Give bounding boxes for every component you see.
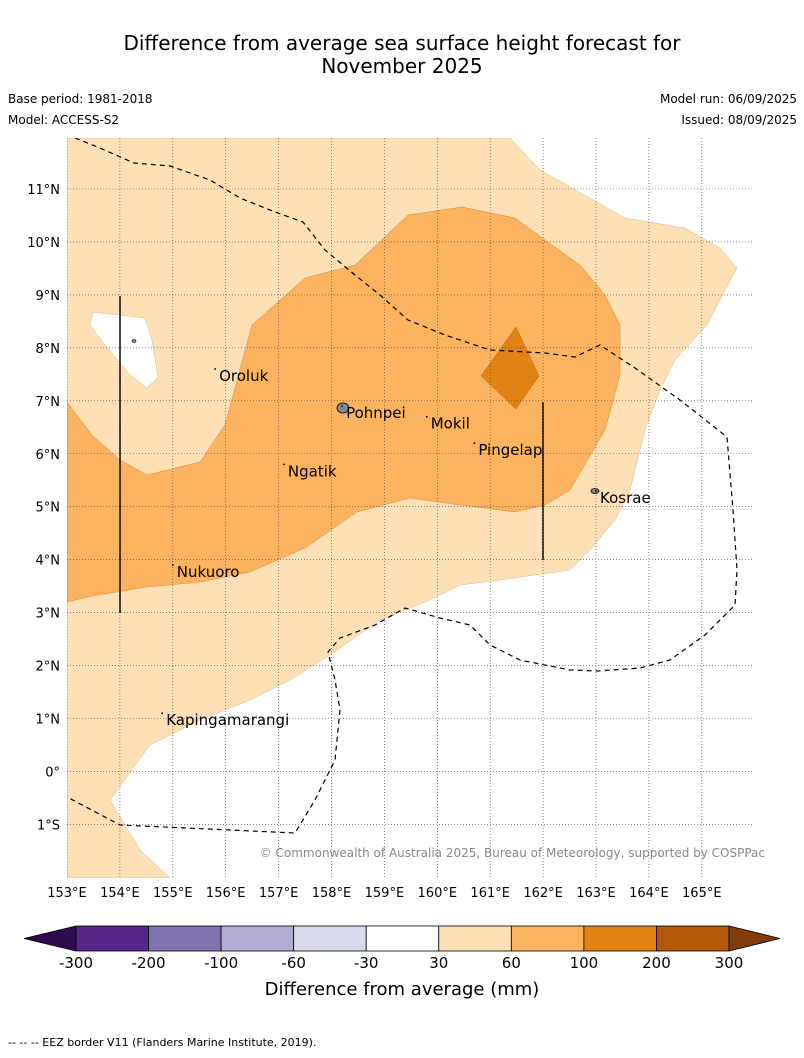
eez-footnote: -- -- -- EEZ border V11 (Flanders Marine… [8,1036,317,1049]
lat-tick-label: 0° [45,765,60,780]
place-label-kosrae: Kosrae [600,489,651,507]
colorbar-segment [220,925,295,952]
grid-lines [67,138,754,878]
title-line-1: Difference from average sea surface heig… [123,31,681,55]
colorbar-tick-label: -300 [59,954,93,972]
kosrae-island [590,488,600,494]
place-label-pohnpei: Pohnpei [346,404,406,422]
place-label-mokil: Mokil [431,415,470,433]
colorbar-tick-label: 60 [502,954,521,972]
copyright-text: © Commonwealth of Australia 2025, Bureau… [260,846,765,860]
colorbar-segment [293,925,367,952]
lat-tick-label: 8°N [36,342,61,357]
place-label-nukuoro: Nukuoro [177,563,240,581]
lon-tick-label: 153°E [47,886,87,901]
lon-tick-label: 161°E [470,886,510,901]
colorbar-tick-label: 200 [642,954,671,972]
map-figure: Oroluk Pohnpei Mokil Pingelap Ngatik Kosrae Nu… [23,138,781,1000]
lat-tick-label: 1°S [37,818,60,833]
colorbar-tick-label: -100 [204,954,238,972]
lon-tick-label: 159°E [365,886,405,901]
colorbar-segment [75,925,149,952]
chart-title: Difference from average sea surface heig… [0,32,804,78]
base-period-label: Base period: 1981-2018 [8,92,153,106]
place-marker [161,712,164,715]
lat-tick-labels: 11°N 10°N 9°N 8°N 7°N 6°N 5°N 4°N 3°N 2°N 1°N 0° 1°S [27,183,60,833]
place-marker [473,442,476,445]
map-area: Oroluk Pohnpei Mokil Pingelap Ngatik Kosrae Nu… [67,138,754,878]
lon-tick-label: 165°E [682,886,722,901]
place-marker [171,564,174,566]
colorbar-segment [365,925,440,952]
colorbar-tick-label: -200 [132,954,166,972]
place-marker [595,489,597,492]
white-pocket [89,311,159,389]
pohnpei-island [336,402,350,414]
lat-tick-label: 6°N [36,448,61,463]
colorbar-tick-label: -60 [281,954,306,972]
lat-tick-label: 9°N [36,289,61,304]
lat-tick-label: 3°N [36,607,61,622]
contour-100-200 [480,326,540,410]
colorbar-segment [438,925,512,952]
lon-tick-label: 156°E [206,886,246,901]
issued-label: Issued: 08/09/2025 [681,113,797,127]
place-marker [425,415,428,418]
lat-tick-label: 5°N [36,501,61,516]
place-marker [282,463,285,466]
lon-tick-label: 162°E [523,886,563,901]
lon-tick-labels: 153°E 154°E 155°E 156°E 157°E 158°E 159°E 160°E… [47,886,721,901]
colorbar-segment [656,925,730,952]
lon-tick-label: 157°E [259,886,299,901]
colorbar-label: Difference from average (mm) [265,979,540,1000]
lat-tick-label: 2°N [36,660,61,675]
lon-tick-label: 160°E [418,886,458,901]
place-labels: Oroluk Pohnpei Mokil Pingelap Ngatik Kosrae Nu… [161,367,651,729]
model-run-label: Model run: 06/09/2025 [659,92,797,106]
colorbar-segment [510,925,585,952]
colorbar-extend-low [23,925,77,952]
place-label-kapingamarangi: Kapingamarangi [166,711,289,729]
place-label-ngatik: Ngatik [288,462,337,480]
title-line-2: November 2025 [321,54,483,78]
small-island-west [131,339,137,343]
lon-tick-label: 158°E [312,886,352,901]
colorbar-segment [583,925,657,952]
lon-tick-label: 163°E [576,886,616,901]
place-marker [214,368,217,370]
place-marker [341,405,343,407]
lon-tick-label: 164°E [629,886,669,901]
lat-tick-label: 10°N [27,236,60,251]
colorbar: -300 -200 -100 -60 -30 30 60 100 200 300 [23,925,781,972]
model-label: Model: ACCESS-S2 [8,113,120,127]
place-label-oroluk: Oroluk [219,367,268,385]
colorbar-tick-label: -30 [354,954,379,972]
colorbar-extend-high [728,925,781,952]
place-label-pingelap: Pingelap [478,441,542,459]
lon-tick-label: 154°E [100,886,140,901]
lat-tick-label: 4°N [36,554,61,569]
colorbar-tick-label: 300 [715,954,744,972]
lon-tick-label: 155°E [153,886,193,901]
colorbar-segment [148,925,222,952]
eez-border [67,138,738,834]
colorbar-tick-label: 30 [429,954,448,972]
lat-tick-label: 7°N [36,395,61,410]
colorbar-tick-label: 100 [570,954,599,972]
lat-tick-label: 11°N [27,183,60,198]
lat-tick-label: 1°N [36,713,61,728]
